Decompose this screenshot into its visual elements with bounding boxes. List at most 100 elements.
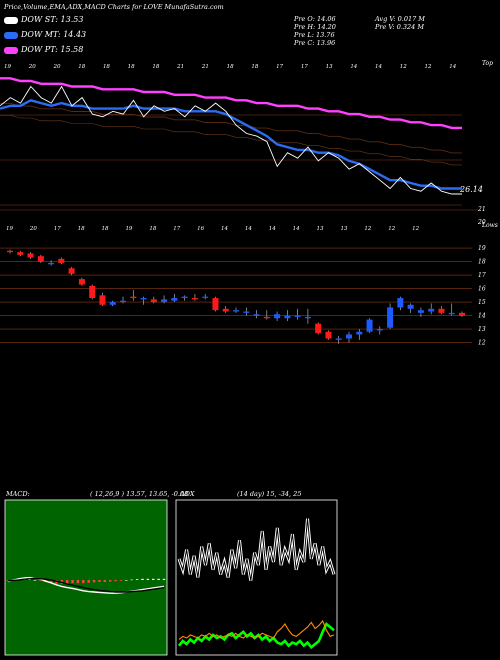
pre-open: Pre O: 14.06 xyxy=(294,15,336,23)
legend-swatch-pt xyxy=(4,46,18,54)
candle-body-3 xyxy=(37,256,44,262)
candle-y-tick-18: 18 xyxy=(478,259,486,266)
macd-hist-27 xyxy=(152,578,155,580)
candle-body-40 xyxy=(417,310,424,313)
ema-bottom-tick-11: 14 xyxy=(269,226,276,232)
ema-top-tick-16: 12 xyxy=(400,64,407,70)
candle-body-30 xyxy=(315,323,322,334)
legend-swatch-st xyxy=(4,16,18,24)
candle-body-6 xyxy=(68,268,75,274)
macd-hist-20 xyxy=(114,580,117,582)
candle-y-tick-15: 15 xyxy=(478,299,486,306)
ema-bottom-tick-5: 19 xyxy=(125,226,132,232)
candle-body-10 xyxy=(109,302,116,305)
pre-volume: Pre V: 0.324 M xyxy=(375,23,425,31)
candle-body-28 xyxy=(294,315,301,317)
ema-bottom-tick-14: 13 xyxy=(340,226,347,232)
ema-bottom-tick-10: 14 xyxy=(245,226,252,232)
candle-body-42 xyxy=(438,308,445,313)
legend-dow-st: DOW ST: 13.53 xyxy=(4,15,83,24)
ema-bottom-tick-9: 14 xyxy=(221,226,228,232)
ema-bottom-tick-2: 17 xyxy=(54,226,61,232)
macd-hist-16 xyxy=(92,580,96,583)
macd-hist-25 xyxy=(141,578,144,580)
candle-body-12 xyxy=(130,296,137,299)
candle-body-41 xyxy=(428,308,435,312)
ema-top-tick-2: 20 xyxy=(52,64,60,70)
candle-body-5 xyxy=(58,258,65,263)
candle-body-38 xyxy=(397,298,404,308)
candle-y-tick-16: 16 xyxy=(478,286,486,293)
candle-body-33 xyxy=(346,334,352,339)
candle-body-20 xyxy=(212,298,219,311)
ema-top-tick-0: 19 xyxy=(4,64,11,70)
macd-hist-18 xyxy=(103,580,107,582)
ema-bottom-tick-16: 12 xyxy=(388,226,395,232)
candle-body-44 xyxy=(459,312,465,316)
adx-line-plusminus-DI xyxy=(177,621,335,650)
ema-top-tick-4: 18 xyxy=(103,64,110,70)
macd-hist-14 xyxy=(82,580,85,584)
candle-body-2 xyxy=(27,253,34,258)
candle-body-25 xyxy=(263,316,270,319)
macd-line-signal xyxy=(7,577,165,593)
candle-body-22 xyxy=(233,310,239,312)
macd-params: ( 12,26,9 ) 13.57, 13.65, -0.08 xyxy=(90,490,189,498)
macd-hist-21 xyxy=(119,580,123,581)
adx-line-adx xyxy=(178,518,335,581)
candle-body-37 xyxy=(387,307,394,328)
candle-body-32 xyxy=(335,338,342,340)
candle-body-31 xyxy=(325,331,332,339)
adx-params: (14 day) 15, -34, 25 xyxy=(237,490,302,498)
ema-bottom-tick-8: 16 xyxy=(197,226,204,232)
legend-dow-mt: DOW MT: 14.43 xyxy=(4,30,86,39)
ema-bottom-tick-17: 12 xyxy=(412,226,419,232)
chart-title: Price,Volume,EMA,ADX,MACD Charts for LOV… xyxy=(4,3,224,11)
pre-high: Pre H: 14.20 xyxy=(294,23,336,31)
ema-bottom-tick-12: 14 xyxy=(293,226,300,232)
ema-envelope-0 xyxy=(0,102,462,154)
candle-body-27 xyxy=(284,315,291,319)
ema-top-tick-15: 14 xyxy=(375,64,382,70)
ema-top-tick-3: 18 xyxy=(78,64,85,70)
macd-hist-26 xyxy=(146,578,150,580)
legend-dow-mt-label: DOW MT: 14.43 xyxy=(21,30,87,39)
adx-title: ADX xyxy=(180,490,195,498)
legend-swatch-mt xyxy=(4,31,18,39)
candle-body-34 xyxy=(356,331,363,335)
macd-hist-12 xyxy=(71,580,74,584)
candle-body-15 xyxy=(161,299,168,303)
candle-y-tick-13: 13 xyxy=(478,326,486,333)
candle-body-24 xyxy=(253,314,260,316)
legend-dow-pt-label: DOW PT: 15.58 xyxy=(21,45,84,54)
candle-body-16 xyxy=(171,298,178,301)
macd-hist-28 xyxy=(157,578,160,580)
ema-top-tick-1: 20 xyxy=(28,64,36,70)
macd-title: MACD: xyxy=(6,490,30,498)
macd-hist-29 xyxy=(162,578,166,580)
ema-line-dow-pt xyxy=(0,77,462,130)
candle-body-35 xyxy=(366,319,373,332)
ema-top-tick-14: 14 xyxy=(350,64,357,70)
candle-y-tick-17: 17 xyxy=(478,272,486,279)
ema-bottom-tick-1: 20 xyxy=(29,226,37,232)
ema-top-tick-9: 18 xyxy=(227,64,234,70)
candle-body-18 xyxy=(191,298,198,300)
candle-body-29 xyxy=(304,316,311,319)
candle-body-39 xyxy=(407,304,414,309)
candle-y-tick-14: 14 xyxy=(478,313,486,320)
ema-top-tick-18: 14 xyxy=(449,64,456,70)
adx-line-minus-DI xyxy=(178,619,335,640)
macd-hist-8 xyxy=(49,580,53,583)
legend-dow-pt: DOW PT: 15.58 xyxy=(4,45,83,54)
macd-hist-22 xyxy=(125,580,128,581)
ema-y-tick-20: 20 xyxy=(478,219,486,226)
ema-top-tick-6: 18 xyxy=(152,64,159,70)
macd-hist-15 xyxy=(87,580,90,583)
ema-bottom-tick-4: 18 xyxy=(102,226,109,232)
top-right-label: Top xyxy=(482,60,493,67)
candle-y-tick-12: 12 xyxy=(478,340,486,347)
ema-top-tick-5: 18 xyxy=(128,64,135,70)
candle-y-tick-19: 19 xyxy=(478,245,486,252)
